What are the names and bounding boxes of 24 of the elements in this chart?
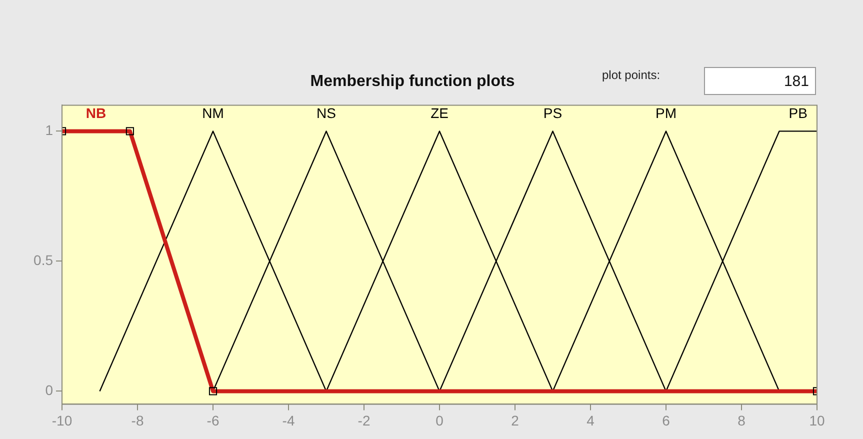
x-tick-label: -6 — [206, 412, 220, 428]
series-label: PB — [788, 105, 808, 122]
text: plot points: — [602, 68, 660, 82]
chart-title: Membership function plots — [310, 73, 515, 90]
series-label: PM — [656, 105, 676, 122]
x-tick-label: 8 — [738, 412, 746, 428]
x-tick-label: -10 — [52, 412, 72, 428]
series-label: PS — [543, 105, 562, 122]
x-tick-label: 2 — [511, 412, 520, 428]
x-tick-label: 4 — [586, 412, 595, 428]
x-tick-label: 6 — [662, 412, 670, 428]
y-tick-label: 0 — [45, 382, 54, 398]
x-tick-label: -2 — [358, 412, 370, 428]
series-label: NB — [86, 105, 106, 122]
y-tick-label: 1 — [45, 122, 54, 138]
y-tick-label: 0.5 — [34, 252, 54, 268]
series-label: ZE — [430, 105, 448, 122]
x-tick-label: -4 — [282, 412, 295, 428]
x-tick-label: 0 — [436, 412, 444, 428]
text-field: 181 — [704, 67, 816, 95]
x-tick-label: 10 — [809, 412, 825, 428]
x-tick-label: -8 — [131, 412, 144, 428]
series-label: NM — [202, 105, 224, 122]
series-label: NS — [316, 105, 336, 122]
